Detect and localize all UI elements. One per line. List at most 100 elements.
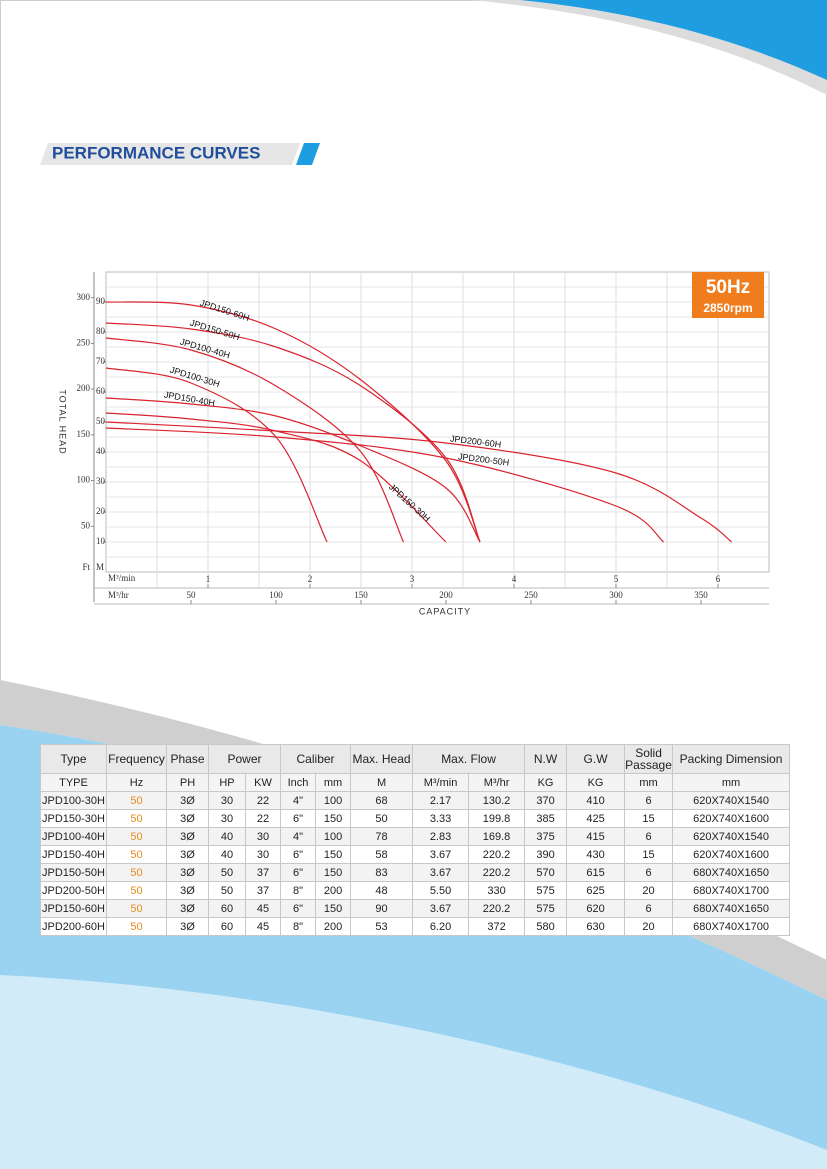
unit-cell: mm [624,773,674,792]
table-cell: 3.67 [412,863,470,882]
table-cell: 220.2 [468,845,526,864]
x2-tick-label: 300 [609,590,623,600]
table-row: JPD100-40H 50 3Ø 40 30 4" 100 78 2.83 169.8 375 415… [40,827,791,846]
table-cell: 620X740X1600 [672,809,791,828]
table-cell: 22 [244,791,282,810]
unit-cell: KW [244,773,282,792]
table-cell: 40 [208,845,246,864]
table-cell: 3Ø [166,845,209,864]
section-title: PERFORMANCE CURVES [52,143,260,162]
header-cell: N.W [524,744,568,774]
y2-tick-label: 250 [77,337,91,347]
x-tick-label: 4 [512,574,517,584]
table-cell: 3Ø [166,791,209,810]
table-cell: 48 [350,881,414,900]
table-cell: 130.2 [468,791,526,810]
table-cell: 30 [208,809,246,828]
y-tick-label: 80 [96,326,106,336]
table-cell: 53 [350,917,414,936]
header-cell: Type [40,744,107,774]
table-cell: 385 [524,809,568,828]
y2-tick-label: 200 [77,383,91,393]
table-cell: 50 [350,809,414,828]
table-cell: 60 [208,899,246,918]
table-cell: 680X740X1650 [672,899,791,918]
table-cell: 50 [106,863,167,882]
y-tick-label: 20 [96,506,106,516]
table-cell: 3Ø [166,827,209,846]
table-cell: 3Ø [166,809,209,828]
table-cell: 415 [566,827,626,846]
table-cell: 8" [280,881,317,900]
table-cell: 30 [244,845,282,864]
y-axis-title: TOTAL HEAD [58,389,68,454]
table-cell: 50 [106,809,167,828]
table-cell: 615 [566,863,626,882]
swoosh-light [0,975,827,1169]
table-cell: 58 [350,845,414,864]
table-row: JPD200-50H 50 3Ø 50 37 8" 200 48 5.50 330 575 625 20… [40,881,791,900]
table-cell: 3.33 [412,809,470,828]
table-cell: 50 [106,791,167,810]
unit-cell: TYPE [40,773,107,792]
x-tick-label: 1 [206,574,211,584]
table-cell: 15 [624,809,674,828]
x-tick-label: 5 [614,574,619,584]
y2-tick-label: 100 [77,475,91,485]
swoosh-blue-top [520,0,827,80]
table-cell: 6" [280,809,317,828]
table-row: JPD150-30H 50 3Ø 30 22 6" 150 50 3.33 199.8 385 425… [40,809,791,828]
x-unit: M³/min [108,573,136,583]
header-cell: Max. Head [350,744,414,774]
table-cell: 4" [280,827,317,846]
table-cell: 6" [280,863,317,882]
table-cell: 50 [106,899,167,918]
pump-curve [105,427,664,543]
table-cell: JPD200-60H [40,917,107,936]
curve-label: JPD200-50H [457,451,509,467]
y2-unit: Ft [82,562,90,572]
x-axis-title: CAPACITY [419,606,471,616]
table-cell: 630 [566,917,626,936]
table-cell: 3Ø [166,881,209,900]
table-cell: 200 [315,917,352,936]
table-cell: 6 [624,791,674,810]
table-cell: 60 [208,917,246,936]
table-row: TYPE Hz PH HP KW Inch mm M M³/min M³/hr KG KG mm mm [40,773,791,792]
table-cell: 8" [280,917,317,936]
table-cell: 78 [350,827,414,846]
table-row: Type Frequency Phase Power Caliber Max. Head M… [40,744,791,774]
y-tick-label: 90 [96,296,106,306]
pump-curve [105,301,481,543]
table-cell: 150 [315,809,352,828]
table-cell: 50 [208,863,246,882]
table-cell: 372 [468,917,526,936]
y2-tick-label: 150 [77,429,91,439]
table-cell: 6" [280,845,317,864]
pump-curve [105,421,732,543]
y-tick-label: 40 [96,446,106,456]
table-row: JPD150-40H 50 3Ø 40 30 6" 150 58 3.67 220.2 390 430… [40,845,791,864]
curve-label: JPD150-60H [199,298,251,323]
table-cell: 6 [624,863,674,882]
table-cell: 30 [244,827,282,846]
y-tick-label: 70 [96,356,106,366]
table-cell: JPD100-30H [40,791,107,810]
table-cell: 620X740X1600 [672,845,791,864]
table-cell: 425 [566,809,626,828]
table-cell: JPD150-30H [40,809,107,828]
y-tick-label: 60 [96,386,106,396]
table-row: JPD200-60H 50 3Ø 60 45 8" 200 53 6.20 372 580 630 20… [40,917,791,936]
table-cell: JPD200-50H [40,881,107,900]
table-cell: 6 [624,827,674,846]
table-cell: 570 [524,863,568,882]
y2-tick-label: 50 [81,520,91,530]
table-cell: JPD100-40H [40,827,107,846]
unit-cell: M³/hr [468,773,526,792]
table-cell: 45 [244,917,282,936]
table-cell: 580 [524,917,568,936]
table-cell: 50 [106,881,167,900]
table-cell: 330 [468,881,526,900]
